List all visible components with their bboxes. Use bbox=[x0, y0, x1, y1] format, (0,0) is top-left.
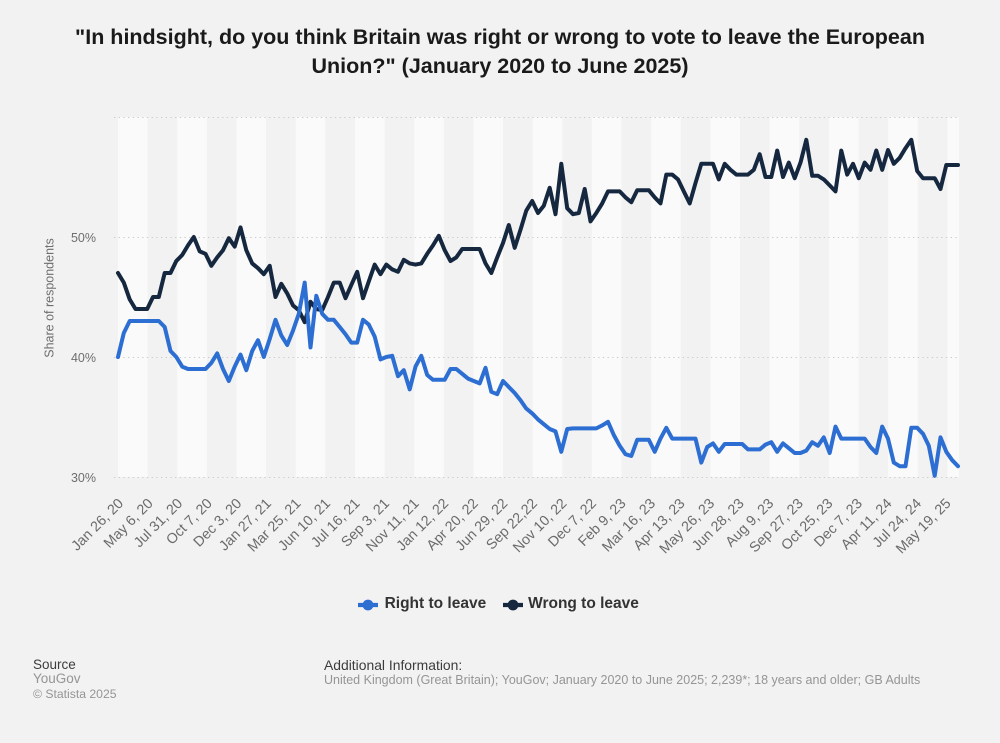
svg-text:40%: 40% bbox=[71, 351, 96, 365]
svg-text:50%: 50% bbox=[71, 231, 96, 245]
svg-text:Share of respondents: Share of respondents bbox=[43, 238, 57, 358]
svg-text:30%: 30% bbox=[71, 471, 96, 485]
